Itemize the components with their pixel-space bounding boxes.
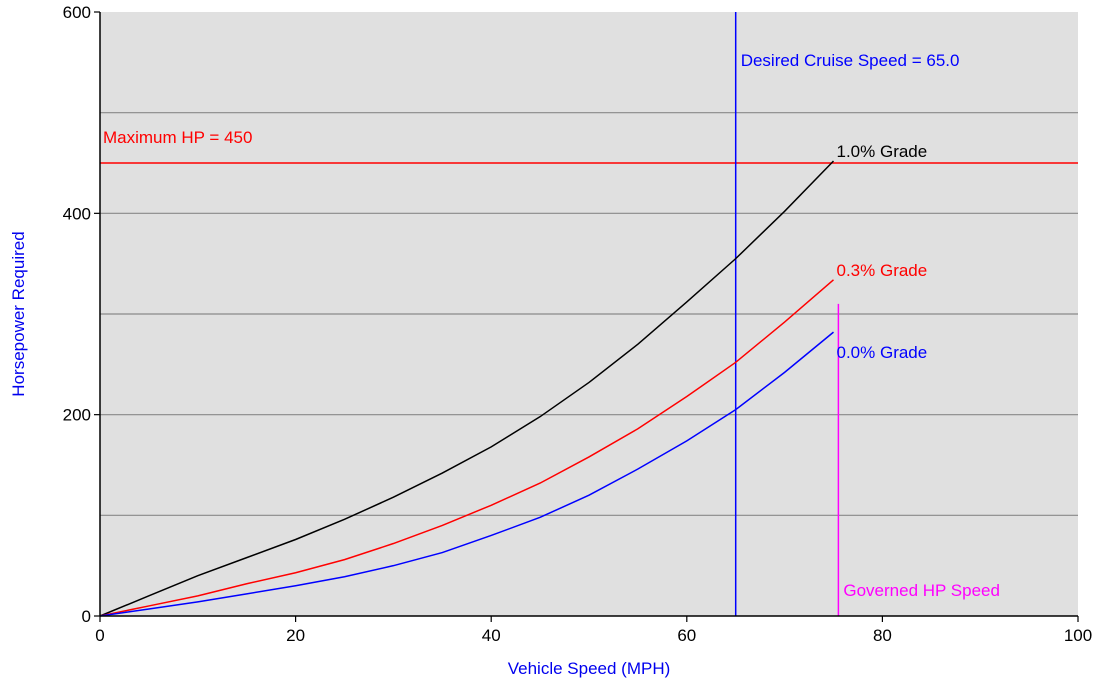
reference-lines — [100, 12, 1078, 616]
x-tick-label-20: 20 — [286, 626, 305, 645]
max-hp-label: Maximum HP = 450 — [103, 128, 252, 147]
x-axis-title: Vehicle Speed (MPH) — [508, 659, 671, 678]
x-tick-label-40: 40 — [482, 626, 501, 645]
cruise-speed-label: Desired Cruise Speed = 65.0 — [741, 51, 960, 70]
x-tick-label-60: 60 — [677, 626, 696, 645]
y-tick-label-200: 200 — [63, 406, 91, 425]
annotation-labels: Maximum HP = 450 Desired Cruise Speed = 6… — [103, 51, 1000, 600]
governed-speed-label: Governed HP Speed — [843, 581, 1000, 600]
y-tick-label-600: 600 — [63, 3, 91, 22]
series-line-0 — [99, 160, 835, 617]
x-tick-label-80: 80 — [873, 626, 892, 645]
series-line-2 — [99, 331, 834, 617]
x-tick-label-100: 100 — [1064, 626, 1092, 645]
grid-lines — [100, 112, 1078, 516]
axis-ticks: 0 20 40 60 80 100 0 200 400 600 — [63, 3, 1093, 645]
x-tick-label-0: 0 — [95, 626, 104, 645]
y-tick-label-400: 400 — [63, 204, 91, 223]
series-line-1 — [99, 279, 834, 617]
series-label-1: 0.3% Grade — [837, 261, 928, 280]
series-label-2: 0.0% Grade — [837, 343, 928, 362]
series-label-0: 1.0% Grade — [837, 142, 928, 161]
y-axis-title: Horsepower Required — [9, 231, 28, 396]
series-lines — [99, 160, 835, 617]
y-tick-label-0: 0 — [82, 607, 91, 626]
